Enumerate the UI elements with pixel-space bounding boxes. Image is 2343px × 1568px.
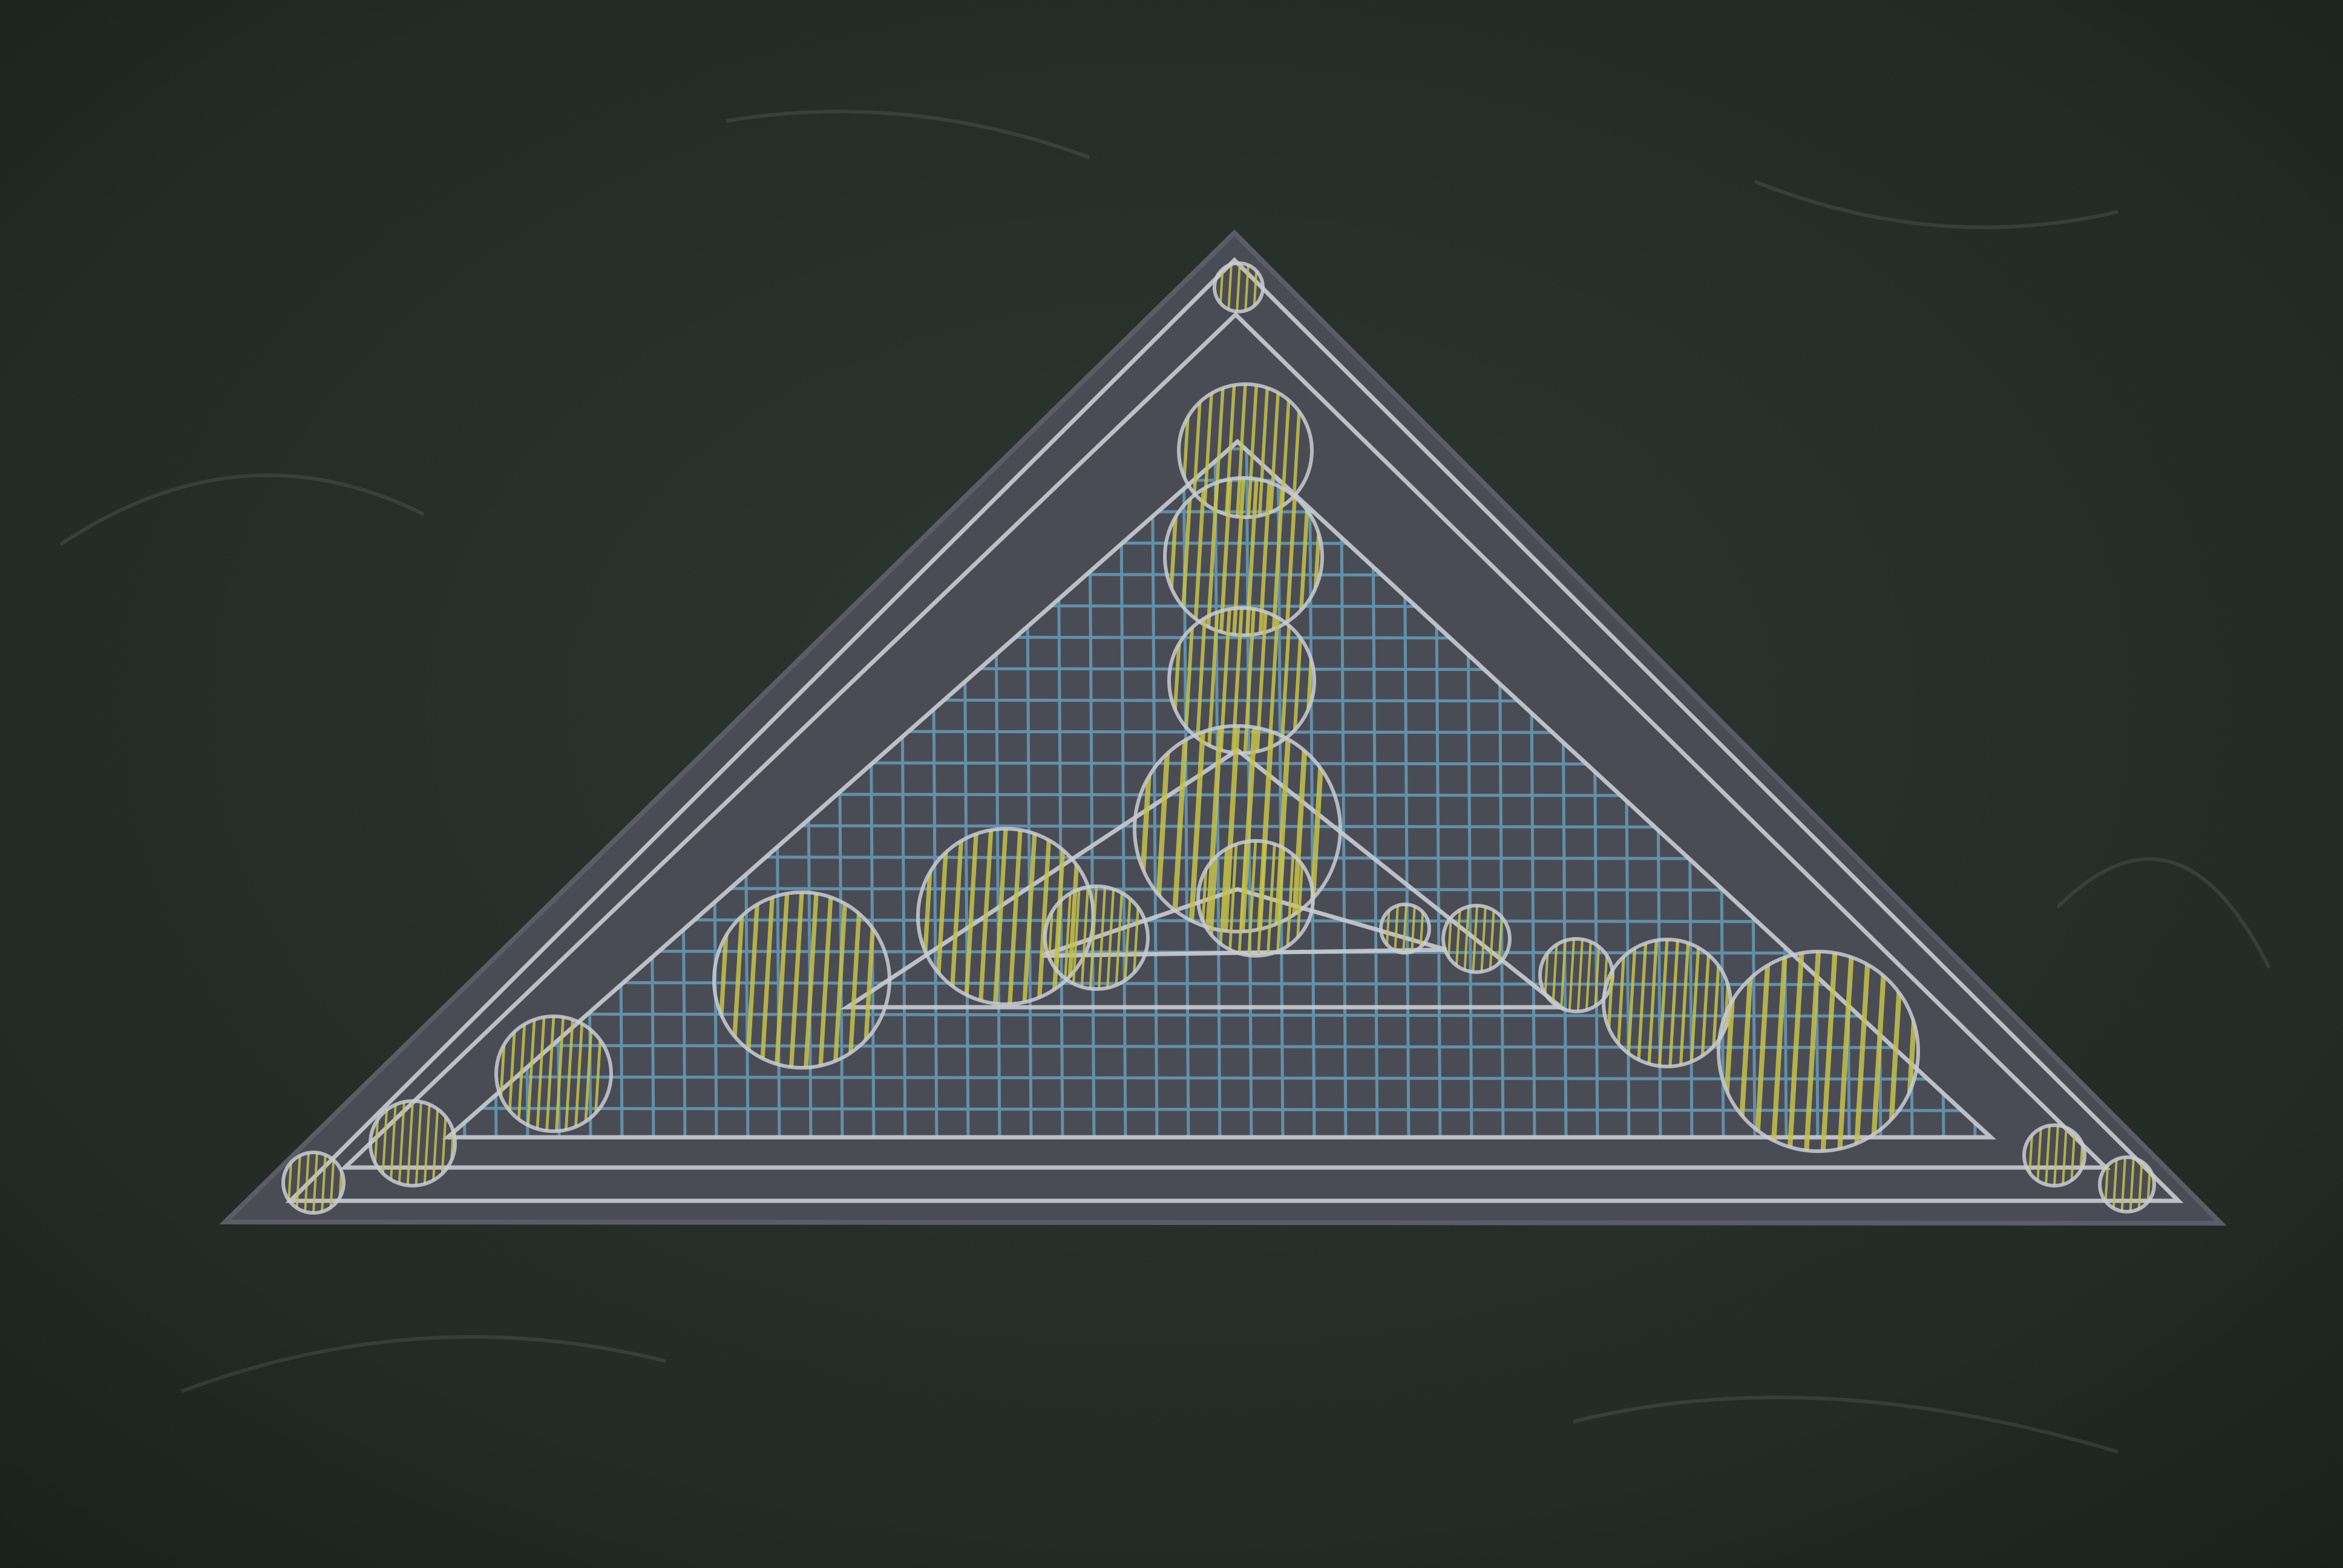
hatched-circle [1213, 261, 1265, 313]
hatched-circle [1441, 904, 1512, 974]
hatched-circle [1602, 938, 1732, 1068]
hatched-circle [2098, 1155, 2156, 1214]
hatched-circle [2022, 1123, 2086, 1187]
grid-line-vertical [1308, 442, 1316, 1137]
grid-line-vertical [1339, 442, 1348, 1137]
grid-line-vertical [1119, 442, 1127, 1137]
hatched-circle [1043, 884, 1150, 991]
chalk-smudges [59, 109, 2271, 1454]
hatched-circle [1379, 903, 1431, 955]
hatched-circle [712, 890, 891, 1070]
triangle-outlines [285, 257, 2184, 1203]
hatched-circle [494, 1014, 613, 1133]
hatched-circle [1196, 839, 1315, 958]
grid-line-vertical [1182, 442, 1190, 1137]
grid-line-horizontal [448, 1012, 1991, 1018]
grid-line-vertical [1150, 442, 1159, 1137]
